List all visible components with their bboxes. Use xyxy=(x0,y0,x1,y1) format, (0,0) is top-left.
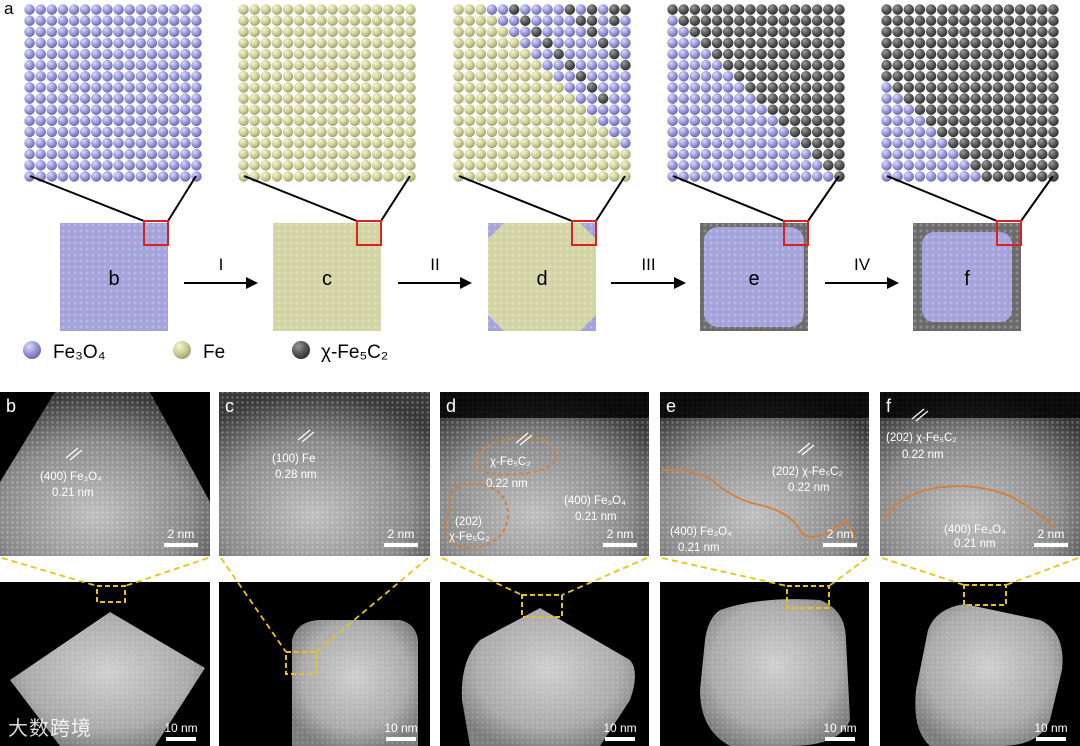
annotation-f-1: 0.22 nm xyxy=(902,449,944,461)
panel-label-e: e xyxy=(666,396,676,416)
particle-schematic-f: f xyxy=(886,175,1054,331)
scale-top-c: 2 nm xyxy=(388,527,415,541)
scale-bottom-b: 10 nm xyxy=(164,721,197,735)
annotation-c-0: (100) Fe xyxy=(272,453,315,465)
arrow-III: III xyxy=(611,255,686,289)
panel-label-b: b xyxy=(6,396,16,416)
particle-schematic-group: b c d e f xyxy=(29,175,1054,331)
legend-fe-label: Fe xyxy=(203,342,225,363)
panel-a-label: a xyxy=(4,0,14,18)
arrow-label-I: I xyxy=(219,255,224,274)
atom-grid-c xyxy=(238,4,416,182)
annotation-e-2: (400) Fe₃O₄ xyxy=(670,526,732,538)
schematic-label-c: c xyxy=(322,268,332,290)
microscopy-d: d χ-Fe₅C₂ 0.22 nm (400) Fe₃O₄ 0.21 nm (202) χ-… xyxy=(440,392,649,746)
annotation-d-0: χ-Fe₅C₂ xyxy=(490,456,531,468)
atom-grid-e xyxy=(667,4,845,182)
particle-schematic-c: c xyxy=(243,175,411,331)
panel-label-f: f xyxy=(886,396,892,416)
microscopy-e: e (202) χ-Fe₅C₂ 0.22 nm (400) Fe₃O₄ 0.21 nm 2… xyxy=(660,392,869,746)
scale-top-d: 2 nm xyxy=(607,527,634,541)
schematic-label-f: f xyxy=(964,268,970,290)
arrow-I: I xyxy=(184,255,258,289)
scale-bottom-e: 10 nm xyxy=(823,721,856,735)
arrow-II: II xyxy=(398,255,472,289)
arrow-label-II: II xyxy=(430,255,439,274)
scale-bottom-f: 10 nm xyxy=(1034,721,1067,735)
scale-top-b: 2 nm xyxy=(168,527,195,541)
arrow-label-IV: IV xyxy=(854,255,871,274)
annotation-d-3: 0.21 nm xyxy=(575,511,617,523)
process-arrows: I II III IV xyxy=(184,255,899,289)
annotation-d-2: (400) Fe₃O₄ xyxy=(564,495,626,507)
arrow-IV: IV xyxy=(825,255,899,289)
microscopy-panels: b (400) Fe₃O₄ 0.21 nm 2 nm 10 nm c (100) Fe 0.2… xyxy=(0,392,1080,746)
atom-grid-f xyxy=(881,4,1059,182)
panel-label-d: d xyxy=(446,396,456,416)
legend-chi-label: χ-Fe₅C₂ xyxy=(321,342,388,363)
legend-chi-swatch xyxy=(292,341,310,359)
annotation-d-4: (202) xyxy=(455,516,482,528)
annotation-c-1: 0.28 nm xyxy=(275,469,317,481)
legend-fe3o4-swatch xyxy=(23,341,41,359)
atom-grid-d xyxy=(453,4,631,182)
schematic-label-e: e xyxy=(748,268,759,290)
annotation-e-1: 0.22 nm xyxy=(788,482,830,494)
schematic-label-b: b xyxy=(108,268,119,290)
annotation-f-2: (400) Fe₃O₄ xyxy=(944,524,1006,536)
legend: Fe₃O₄ Fe χ-Fe₅C₂ xyxy=(23,341,388,363)
arrow-label-III: III xyxy=(641,255,655,274)
microscopy-c: c (100) Fe 0.28 nm 2 nm 10 nm xyxy=(219,392,430,746)
annotation-e-3: 0.21 nm xyxy=(678,542,720,554)
panel-label-c: c xyxy=(225,396,234,416)
legend-fe3o4-label: Fe₃O₄ xyxy=(53,342,106,363)
atom-grid-group xyxy=(24,4,1059,182)
particle-schematic-e: e xyxy=(672,175,840,331)
scale-bottom-d: 10 nm xyxy=(603,721,636,735)
particle-schematic-b: b xyxy=(29,175,197,331)
legend-fe-swatch xyxy=(173,341,191,359)
annotation-b-1: 0.21 nm xyxy=(52,487,94,499)
scale-bottom-c: 10 nm xyxy=(384,721,417,735)
microscopy-f: f (202) χ-Fe₅C₂ 0.22 nm (400) Fe₃O₄ 0.21 nm 2… xyxy=(880,392,1080,746)
scale-top-e: 2 nm xyxy=(827,527,854,541)
scale-top-f: 2 nm xyxy=(1038,527,1065,541)
atom-grid-b xyxy=(24,4,202,182)
microscopy-b: b (400) Fe₃O₄ 0.21 nm 2 nm 10 nm xyxy=(0,392,210,746)
annotation-f-0: (202) χ-Fe₅C₂ xyxy=(886,432,957,444)
annotation-d-5: χ-Fe₅C₂ xyxy=(449,531,490,543)
annotation-b-0: (400) Fe₃O₄ xyxy=(40,471,102,483)
schematic-label-d: d xyxy=(536,268,547,290)
watermark: 大数跨境 xyxy=(8,716,92,740)
particle-schematic-d: d xyxy=(458,175,626,331)
annotation-f-3: 0.21 nm xyxy=(954,538,996,550)
annotation-d-1: 0.22 nm xyxy=(486,478,528,490)
annotation-e-0: (202) χ-Fe₅C₂ xyxy=(772,466,843,478)
